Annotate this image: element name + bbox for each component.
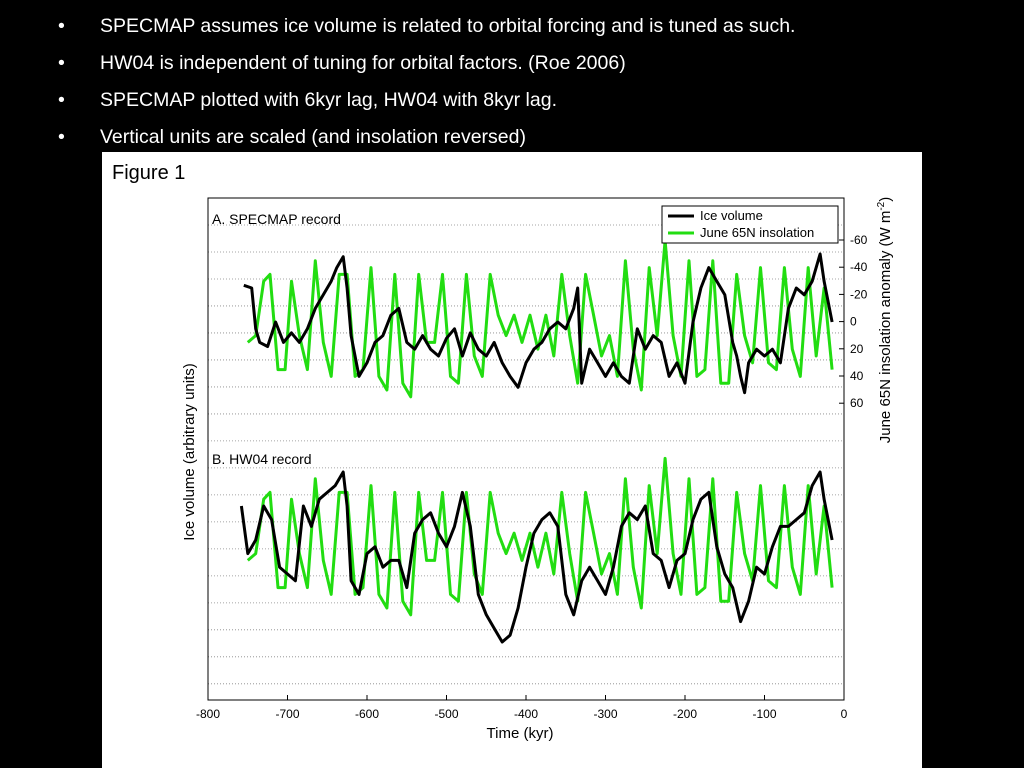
bullet-item: • SPECMAP assumes ice volume is related t… bbox=[58, 8, 795, 45]
ice-volume-line bbox=[239, 470, 834, 644]
x-tick-label: -400 bbox=[514, 707, 538, 721]
insolation-line bbox=[246, 456, 834, 617]
legend-label-insolation: June 65N insolation bbox=[700, 225, 814, 240]
x-tick-label: 0 bbox=[841, 707, 848, 721]
x-tick-label: -200 bbox=[673, 707, 697, 721]
legend-label-ice: Ice volume bbox=[700, 208, 763, 223]
bullet-glyph: • bbox=[58, 89, 65, 111]
panel-title: B. HW04 record bbox=[212, 451, 312, 467]
legend-box bbox=[661, 205, 839, 244]
insolation-line bbox=[246, 238, 834, 399]
x-tick-label: -300 bbox=[593, 707, 617, 721]
bullet-text: SPECMAP plotted with 6kyr lag, HW04 with… bbox=[100, 89, 557, 111]
y-right-tick-label: 20 bbox=[850, 342, 864, 356]
bullet-glyph: • bbox=[58, 52, 65, 74]
bullet-list: • SPECMAP assumes ice volume is related t… bbox=[58, 8, 795, 156]
figure-panel: Figure 1 -800 -700 -600 -500 -400 -300 -200 -10… bbox=[102, 152, 922, 768]
x-axis-label: Time (kyr) bbox=[487, 725, 554, 742]
bullet-glyph: • bbox=[58, 15, 65, 37]
y-left-axis-label: Ice volume (arbitrary units) bbox=[181, 363, 198, 541]
y-right-axis-label: June 65N insolation anomaly (W m-2) bbox=[876, 197, 894, 444]
ice-volume-line bbox=[243, 252, 834, 395]
bullet-item: • SPECMAP plotted with 6kyr lag, HW04 wit… bbox=[58, 82, 795, 119]
y-right-tick-label: 60 bbox=[850, 396, 864, 410]
x-tick-label: -100 bbox=[752, 707, 776, 721]
bullet-text: HW04 is independent of tuning for orbita… bbox=[100, 52, 626, 74]
x-tick-label: -500 bbox=[434, 707, 458, 721]
bullet-text: Vertical units are scaled (and insolatio… bbox=[100, 126, 526, 148]
x-tick-label: -800 bbox=[196, 707, 220, 721]
x-tick-label: -700 bbox=[275, 707, 299, 721]
y-right-tick-label: -20 bbox=[850, 287, 868, 301]
panel-title: A. SPECMAP record bbox=[212, 211, 341, 227]
y-right-tick-label: -40 bbox=[850, 260, 868, 274]
y-right-tick-label: -60 bbox=[850, 233, 868, 247]
y-right-tick-label: 40 bbox=[850, 369, 864, 383]
bullet-item: • Vertical units are scaled (and insolati… bbox=[58, 119, 795, 156]
figure-label: Figure 1 bbox=[112, 162, 186, 184]
y-right-tick-label: 0 bbox=[850, 315, 857, 329]
plot-frame bbox=[207, 197, 845, 701]
bullet-text: SPECMAP assumes ice volume is related to… bbox=[100, 15, 796, 37]
x-tick-label: -600 bbox=[355, 707, 379, 721]
bullet-glyph: • bbox=[58, 126, 65, 148]
bullet-item: • HW04 is independent of tuning for orbit… bbox=[58, 45, 795, 82]
